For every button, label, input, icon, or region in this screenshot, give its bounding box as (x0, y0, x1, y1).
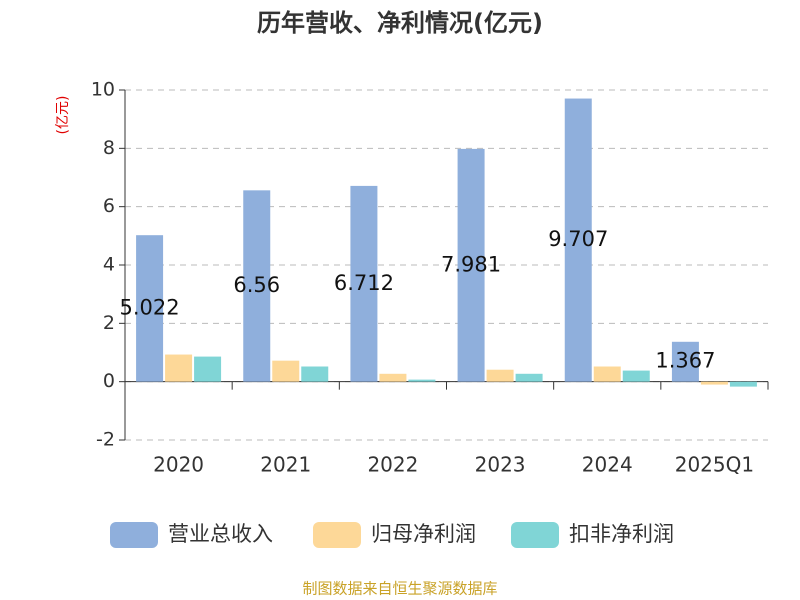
legend-swatch (511, 522, 559, 548)
y-tick-label: -2 (96, 429, 115, 451)
bar (729, 381, 757, 387)
y-tick-label: 10 (91, 79, 115, 101)
bar (671, 341, 699, 382)
legend-swatch (313, 522, 361, 548)
bar (593, 366, 621, 382)
value-label: 6.712 (334, 271, 394, 295)
x-tick-label: 2024 (582, 453, 633, 477)
bar (408, 379, 436, 382)
bar (457, 148, 485, 382)
y-axis-label: (亿元) (55, 96, 71, 135)
legend-swatch (110, 522, 158, 548)
chart-title: 历年营收、净利情况(亿元) (257, 9, 543, 37)
bar (301, 366, 329, 382)
bar (700, 381, 728, 385)
bar (350, 185, 378, 382)
bar (564, 98, 592, 382)
bar (136, 235, 164, 382)
value-label: 1.367 (655, 349, 715, 373)
bar (165, 354, 193, 382)
value-label: 7.981 (441, 252, 501, 276)
bar (622, 370, 650, 382)
x-tick-label: 2021 (260, 453, 311, 477)
value-label: 5.022 (120, 295, 180, 319)
legend-label: 归母净利润 (371, 522, 476, 546)
bar (486, 369, 514, 382)
x-tick-label: 2025Q1 (675, 453, 754, 477)
y-tick-label: 0 (103, 370, 115, 392)
bar (272, 360, 300, 382)
source-note: 制图数据来自恒生聚源数据库 (302, 580, 497, 598)
x-tick-label: 2022 (367, 453, 418, 477)
legend-label: 扣非净利润 (569, 522, 674, 546)
bar (379, 373, 407, 382)
y-tick-label: 8 (103, 137, 115, 159)
bar (243, 190, 271, 382)
value-label: 6.56 (233, 273, 280, 297)
x-tick-label: 2020 (153, 453, 204, 477)
value-label: 9.707 (548, 227, 608, 251)
x-tick-label: 2023 (475, 453, 526, 477)
y-tick-label: 2 (103, 312, 115, 334)
bar (515, 373, 543, 382)
y-tick-label: 4 (103, 254, 115, 276)
y-tick-label: 6 (103, 195, 115, 217)
legend-label: 营业总收入 (168, 522, 273, 546)
bar (194, 356, 222, 382)
